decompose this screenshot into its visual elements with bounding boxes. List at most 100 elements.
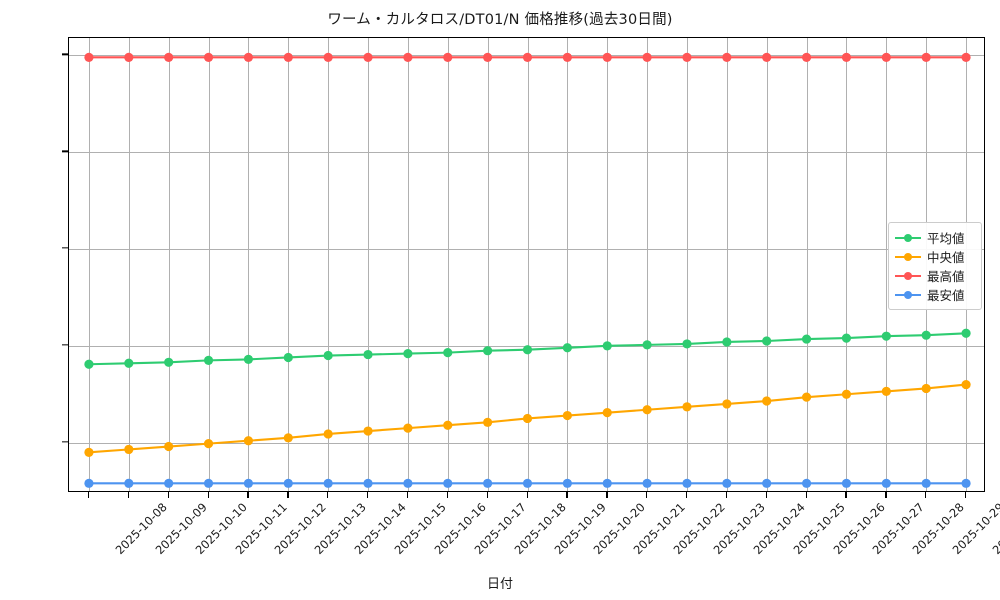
x-axis-tick-mark [925, 492, 927, 498]
x-axis-tick-mark [965, 492, 967, 498]
data-point [961, 52, 971, 62]
data-point [801, 478, 812, 488]
grid-line-vertical [288, 38, 290, 491]
data-point [323, 429, 333, 439]
data-point [483, 346, 493, 356]
x-axis-tick-mark [127, 492, 130, 498]
series-1 [84, 328, 971, 369]
legend-marker-icon [895, 289, 921, 301]
x-axis-tick-mark [87, 492, 90, 498]
legend-marker-icon [895, 251, 921, 263]
x-axis-tick-mark [885, 492, 887, 498]
data-point [762, 336, 772, 346]
data-point [682, 478, 692, 488]
data-point [522, 52, 533, 62]
y-axis-label: 値 (円) [0, 225, 1, 265]
chart-title: ワーム・カルタロス/DT01/N 価格推移(過去30日間) [327, 12, 673, 28]
data-point [243, 478, 254, 488]
y-axis-tick-mark [62, 247, 68, 249]
data-point [283, 352, 293, 363]
data-point [483, 417, 493, 427]
data-point [642, 340, 652, 350]
grid-line-vertical [487, 38, 489, 491]
data-point [84, 478, 94, 488]
x-axis-tick-mark [566, 492, 568, 498]
data-point [323, 478, 333, 488]
data-point [443, 478, 453, 488]
legend-marker-icon [895, 232, 921, 244]
data-point [881, 52, 891, 62]
data-point [483, 478, 493, 488]
data-point [203, 52, 214, 62]
grid-line-vertical [128, 38, 130, 491]
data-point [642, 405, 652, 415]
data-point [84, 447, 94, 457]
legend-item[interactable]: 最高値 [895, 266, 973, 285]
grid-line-vertical [168, 38, 170, 491]
x-axis-tick-mark [247, 492, 249, 498]
data-point [323, 52, 333, 62]
x-axis-tick-mark [167, 492, 169, 498]
data-point [403, 52, 413, 62]
data-point [841, 389, 852, 399]
data-point [124, 358, 134, 368]
y-axis-tick-mark [62, 53, 68, 56]
grid-line-vertical [248, 38, 250, 491]
legend: 平均値中央値 最高値 最安値 [888, 222, 982, 310]
y-axis-tick-mark [62, 344, 68, 346]
data-point [443, 52, 453, 62]
data-point [522, 478, 533, 488]
x-axis-tick-mark [367, 492, 369, 498]
grid-line-vertical [647, 38, 649, 491]
data-point [84, 52, 94, 62]
x-axis-tick-mark [526, 492, 528, 498]
data-point [403, 423, 413, 433]
grid-line-horizontal [69, 442, 984, 444]
data-point [323, 350, 333, 361]
data-point [682, 339, 692, 349]
data-point [164, 357, 174, 367]
data-point [124, 444, 134, 455]
y-axis-tick-mark [62, 441, 68, 443]
grid-line-vertical [607, 38, 609, 491]
data-point [283, 433, 293, 443]
grid-line-vertical [806, 38, 808, 491]
data-point [243, 354, 254, 365]
plot-area [68, 37, 985, 492]
legend-item[interactable]: 平均値 [895, 228, 973, 247]
data-point [921, 330, 931, 340]
data-point [283, 478, 293, 488]
data-point [602, 341, 612, 351]
data-point [961, 379, 971, 390]
data-point [801, 392, 812, 402]
x-axis-tick-mark [606, 492, 608, 498]
data-point [722, 399, 732, 409]
x-axis-tick-mark [446, 492, 449, 498]
grid-line-vertical [726, 38, 728, 491]
x-axis-tick-mark [327, 492, 329, 498]
data-point [363, 52, 373, 62]
data-point [243, 436, 254, 446]
grid-line-vertical [527, 38, 529, 491]
series-4 [84, 478, 971, 488]
data-point [84, 359, 94, 369]
series-layer [84, 52, 971, 488]
x-axis-tick-mark [685, 492, 688, 498]
x-axis-tick-mark [725, 492, 728, 498]
x-axis-tick-mark [486, 492, 488, 498]
data-point [562, 478, 572, 488]
grid-line-vertical [567, 38, 569, 491]
legend-label: 中央値 [927, 250, 965, 265]
x-axis-tick-mark [805, 492, 807, 498]
data-point [522, 345, 533, 355]
legend-item[interactable]: 中央値 [895, 247, 973, 266]
data-point [841, 333, 852, 343]
grid-line-horizontal [69, 152, 984, 154]
data-point [921, 478, 931, 488]
legend-item[interactable]: 最安値 [895, 285, 973, 304]
data-point [881, 331, 891, 341]
data-point [961, 478, 971, 488]
data-point [602, 52, 612, 62]
data-point [403, 478, 413, 488]
data-point [841, 52, 852, 62]
